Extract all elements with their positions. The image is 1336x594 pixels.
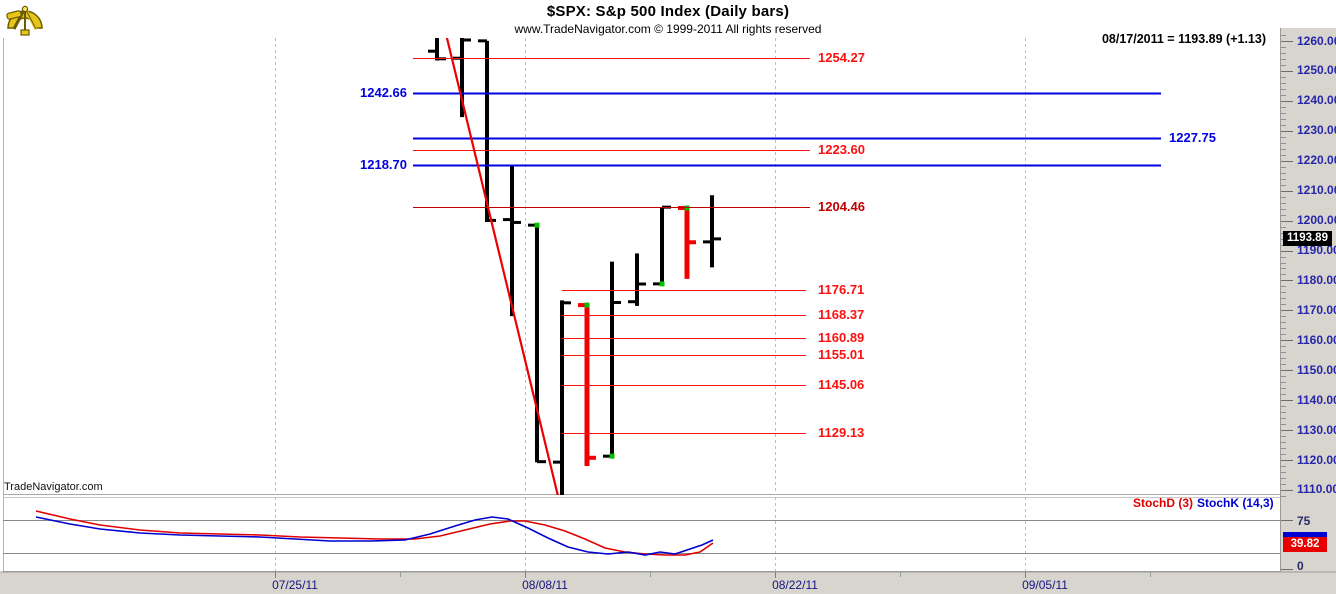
level-label: 1254.27 xyxy=(818,50,865,66)
level-label: 1223.60 xyxy=(818,141,865,157)
price-axis-label: 1160.00 xyxy=(1297,332,1336,347)
stochd-legend-label[interactable]: StochD (3) xyxy=(1133,496,1193,510)
stoch-axis-label-75: 75 xyxy=(1297,514,1311,528)
level-label: 1227.75 xyxy=(1169,129,1216,145)
level-label: 1145.06 xyxy=(818,377,865,393)
level-label: 1218.70 xyxy=(360,156,407,172)
open-dot xyxy=(534,222,540,228)
date-axis-label: 08/08/11 xyxy=(522,578,568,592)
level-label: 1242.66 xyxy=(360,84,407,100)
open-dot xyxy=(659,281,665,287)
trendline-layer xyxy=(445,34,559,496)
stochd-value-badge: 39.82 xyxy=(1283,537,1327,552)
price-axis-label: 1260.00 xyxy=(1297,33,1336,48)
date-axis-label: 08/22/11 xyxy=(772,578,818,592)
price-axis-label: 1170.00 xyxy=(1297,302,1336,317)
price-axis-label: 1250.00 xyxy=(1297,63,1336,78)
stoch-axis-label-0: 0 xyxy=(1297,559,1304,573)
level-label: 1168.37 xyxy=(818,307,865,323)
last-price-badge: 1193.89 xyxy=(1283,231,1332,246)
level-label: 1129.13 xyxy=(818,424,865,440)
price-axis-label: 1140.00 xyxy=(1297,392,1336,407)
price-axis-label: 1120.00 xyxy=(1297,452,1336,467)
stoch-layer xyxy=(35,510,714,556)
level-label: 1155.01 xyxy=(818,347,865,363)
bars-layer xyxy=(428,38,721,495)
downtrend-line[interactable] xyxy=(445,34,559,496)
price-axis-label: 1240.00 xyxy=(1297,93,1336,108)
copyright-subtitle: www.TradeNavigator.com © 1999-2011 All r… xyxy=(514,22,822,36)
price-axis-label: 1180.00 xyxy=(1297,272,1336,287)
stochk-legend-label[interactable]: StochK (14,3) xyxy=(1197,496,1274,510)
watermark: TradeNavigator.com xyxy=(4,481,103,493)
stochk-curve[interactable] xyxy=(35,516,714,556)
price-axis-label: 1200.00 xyxy=(1297,213,1336,228)
date-axis-strip xyxy=(0,572,1336,594)
price-axis-label: 1220.00 xyxy=(1297,153,1336,168)
price-axis-label: 1210.00 xyxy=(1297,183,1336,198)
price-axis-label: 1230.00 xyxy=(1297,123,1336,138)
date-axis-label: 09/05/11 xyxy=(1022,578,1068,592)
open-dot xyxy=(609,453,615,459)
level-label: 1160.89 xyxy=(818,329,865,345)
price-axis-label: 1110.00 xyxy=(1297,482,1336,497)
price-axis-label: 1130.00 xyxy=(1297,422,1336,437)
level-label: 1176.71 xyxy=(818,282,865,298)
date-axis-label: 07/25/11 xyxy=(272,578,318,592)
open-dot xyxy=(584,302,590,308)
level-label: 1204.46 xyxy=(818,199,865,215)
last-quote-readout: 08/17/2011 = 1193.89 (+1.13) xyxy=(1101,32,1266,46)
price-axis-label: 1190.00 xyxy=(1297,243,1336,258)
price-axis-label: 1150.00 xyxy=(1297,362,1336,377)
tradenavigator-logo-icon xyxy=(4,4,46,38)
page-title: $SPX: S&p 500 Index (Daily bars) xyxy=(546,3,790,20)
